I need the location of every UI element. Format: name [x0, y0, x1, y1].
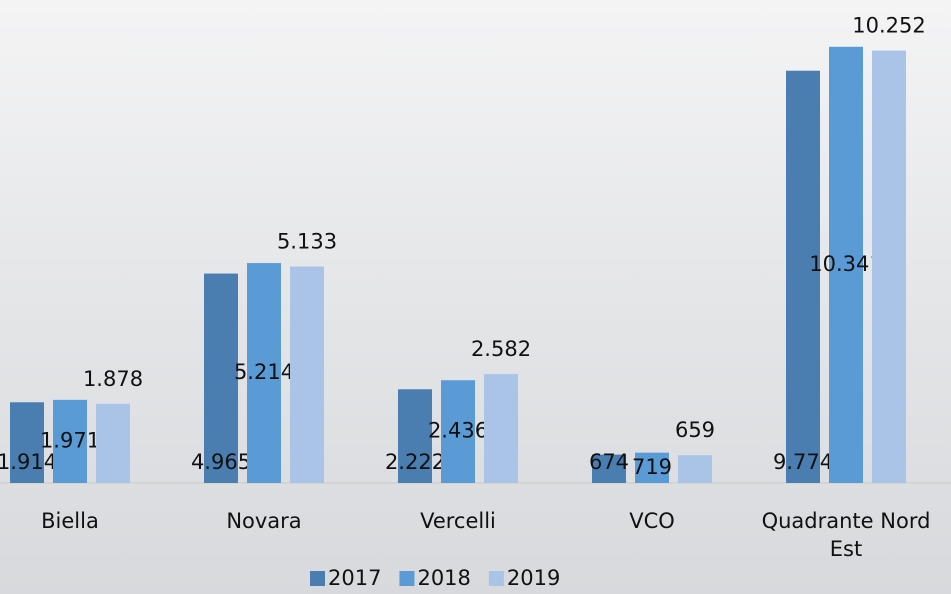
chart: 1.9141.971 1.878 4.965 5.214 5.133 2.222 2.436… [0, 0, 951, 594]
value-label: 719 [632, 455, 672, 479]
value-label: 659 [675, 418, 715, 442]
bar [872, 51, 906, 483]
x-tick-label: VCO [567, 507, 737, 535]
value-label: 2.436 [428, 419, 488, 443]
bar [290, 266, 324, 483]
legend-swatch [399, 571, 414, 586]
bar [786, 71, 820, 483]
legend-label: 2019 [507, 566, 560, 590]
x-tick-label: Novara [179, 507, 349, 535]
value-label: 4.965 [191, 450, 251, 474]
x-tick-label: Biella [0, 507, 155, 535]
legend-swatch [489, 571, 504, 586]
value-label: 5.133 [277, 229, 337, 253]
legend-swatch [310, 571, 325, 586]
value-label: 9.774 [773, 450, 833, 474]
bar [484, 374, 518, 483]
x-tick-label: Quadrante Nord Est [761, 507, 931, 563]
value-label: 10.252 [852, 14, 925, 38]
legend-label: 2017 [328, 566, 381, 590]
value-label: 10.341 [809, 252, 882, 276]
x-tick-label: Vercelli [373, 507, 543, 535]
value-label: 1.914 [0, 450, 57, 474]
value-label: 1.878 [83, 367, 143, 391]
value-label: 5.214 [234, 360, 294, 384]
value-label: 1.971 [40, 428, 100, 452]
value-label: 2.222 [385, 450, 445, 474]
chart-svg: 1.9141.971 1.878 4.965 5.214 5.133 2.222 2.436… [0, 0, 951, 594]
bar [678, 455, 712, 483]
value-label: 674 [589, 450, 629, 474]
bar [96, 404, 130, 483]
legend-label: 2018 [417, 566, 470, 590]
value-label: 2.582 [471, 337, 531, 361]
